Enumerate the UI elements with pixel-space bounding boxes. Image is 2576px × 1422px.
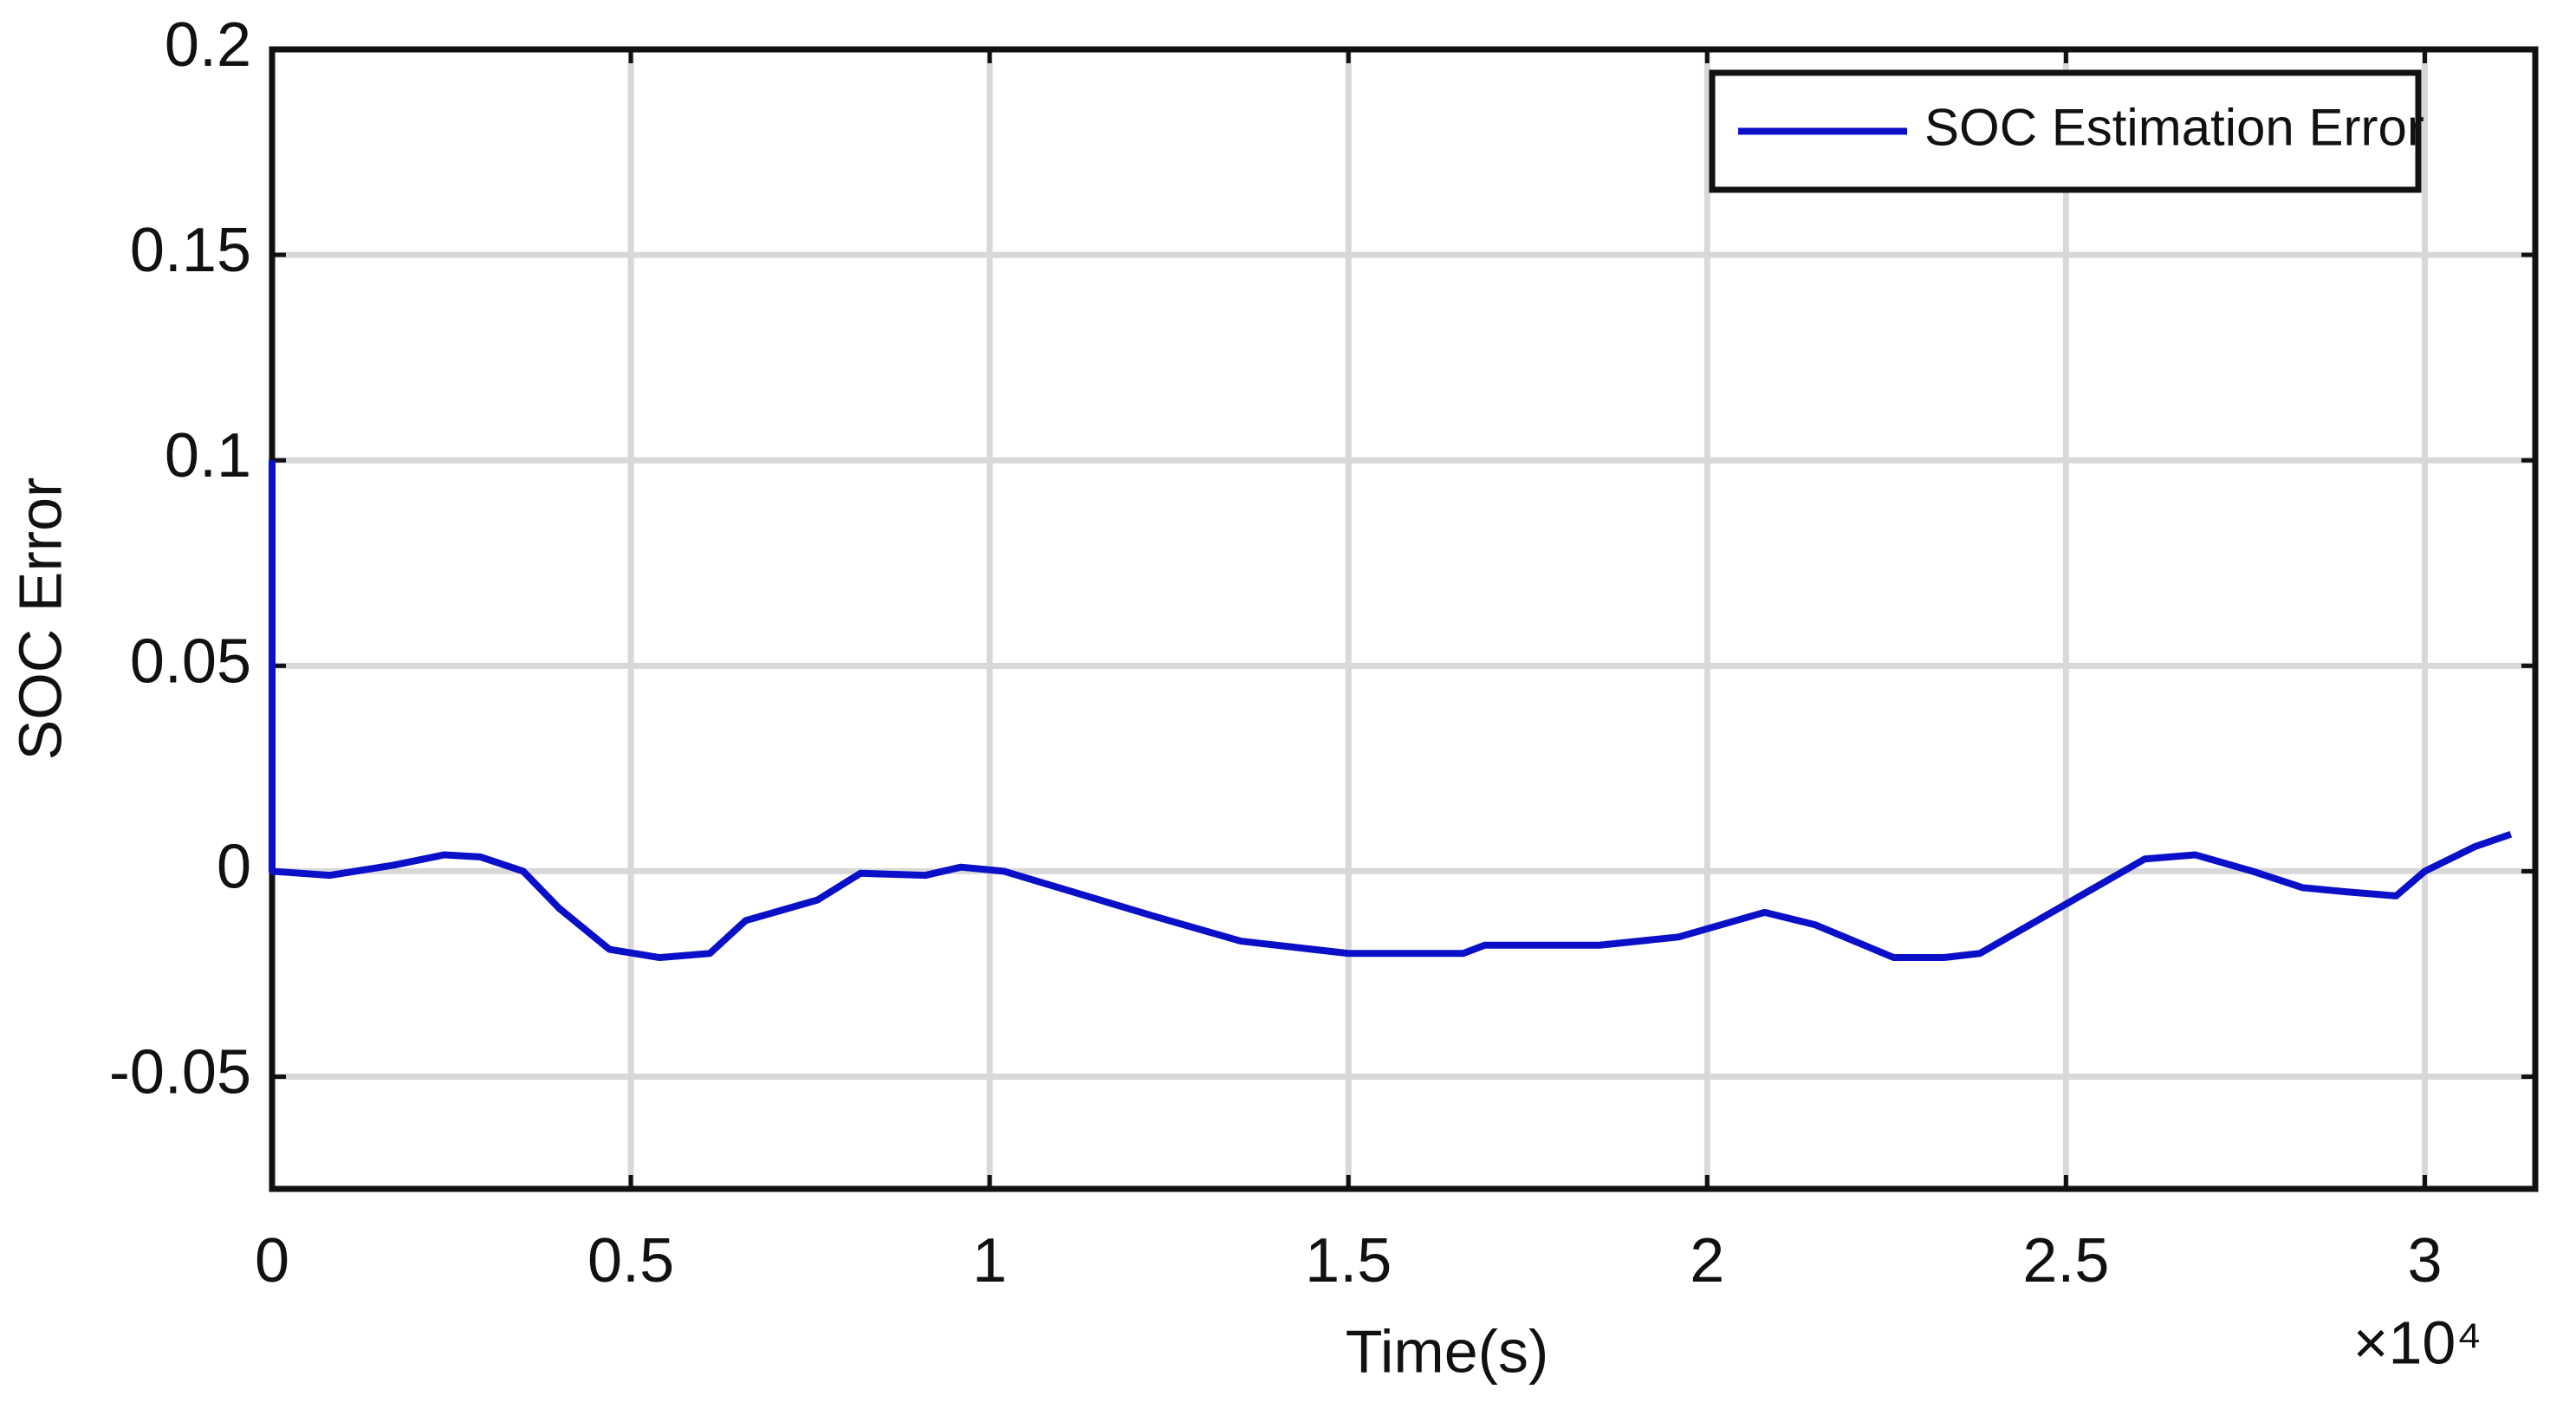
x-tick-label: 3	[2407, 1226, 2442, 1295]
x-tick-label: 0	[255, 1226, 289, 1295]
x-axis-label: Time(s)	[1346, 1317, 1549, 1385]
x-tick-label: 1	[972, 1226, 1007, 1295]
y-tick-label: 0.15	[130, 216, 251, 285]
legend-label: SOC Estimation Error	[1924, 98, 2424, 156]
x-tick-label: 2.5	[2022, 1226, 2109, 1295]
y-tick-label: 0.05	[130, 627, 251, 696]
plot-area	[272, 49, 2535, 1189]
data-line	[269, 460, 2513, 962]
x-scale-label: ×10⁴	[2353, 1308, 2482, 1376]
x-tick-label: 0.5	[587, 1226, 674, 1295]
y-tick-label: 0	[217, 832, 251, 901]
x-tick-label: 2	[1690, 1226, 1724, 1295]
y-tick-label: 0.1	[165, 421, 251, 490]
y-tick-label: 0.2	[165, 10, 251, 80]
x-tick-label: 1.5	[1305, 1226, 1392, 1295]
y-axis-label: SOC Error	[6, 477, 74, 761]
y-tick-label: -0.05	[109, 1038, 251, 1107]
